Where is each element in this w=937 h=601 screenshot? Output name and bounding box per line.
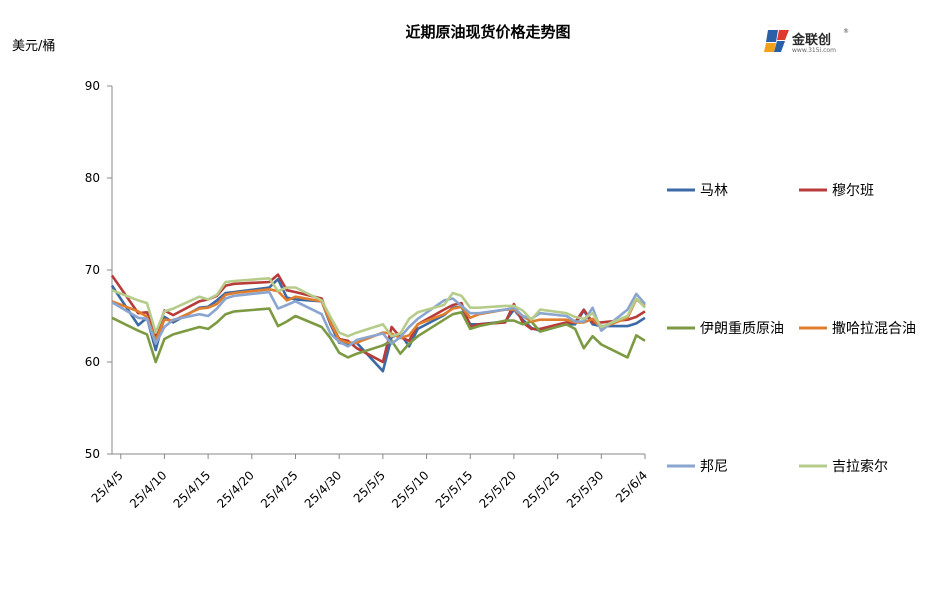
legend-label: 伊朗重质原油 [700,321,784,337]
series-line-4 [111,290,646,348]
y-tick-label: 80 [85,171,100,185]
series-line-5 [111,276,646,338]
legend-label: 马林 [700,183,728,199]
x-tick-label: 25/4/20 [214,468,257,511]
x-tick-label: 25/4/15 [171,468,214,511]
legend-label: 邦尼 [700,459,728,475]
series-line-1 [110,273,646,364]
y-tick-label: 70 [85,263,100,277]
y-axis: 50 60 70 80 90 [85,79,113,461]
logo-mark-icon [764,30,789,52]
logo-subtext: www.315i.com [792,47,836,54]
x-axis: 25/4/5 25/4/10 25/4/15 25/4/20 25/4/25 25/4/3… [89,453,650,511]
brand-logo: 金联创 www.315i.com ® [764,28,849,54]
unit-label: 美元/桶 [12,39,55,54]
x-tick-label: 25/4/5 [89,468,126,505]
x-tick-label: 25/5/30 [564,468,607,511]
x-tick-label: 25/6/4 [613,468,650,505]
x-tick-label: 25/5/25 [520,468,563,511]
y-tick-label: 90 [85,79,100,93]
x-tick-label: 25/4/10 [127,468,170,511]
x-tick-label: 25/4/30 [302,468,345,511]
series-line-2 [111,307,646,364]
legend-label: 吉拉索尔 [832,458,888,475]
x-tick-label: 25/5/20 [476,468,519,511]
series-line-3 [111,287,646,345]
chart-title: 近期原油现货价格走势图 [405,23,570,41]
x-tick-label: 25/5/5 [351,468,388,505]
x-tick-label: 25/5/15 [433,468,476,511]
y-tick-label: 60 [85,355,100,369]
x-tick-label: 25/4/25 [258,468,301,511]
registered-mark-icon: ® [843,28,849,35]
x-tick-label: 25/5/10 [389,468,432,511]
y-tick-label: 50 [85,447,100,461]
logo-text: 金联创 [791,32,831,48]
legend-label: 穆尔班 [832,183,874,199]
series-lines [110,273,646,373]
legend-label: 撒哈拉混合油 [832,321,916,337]
